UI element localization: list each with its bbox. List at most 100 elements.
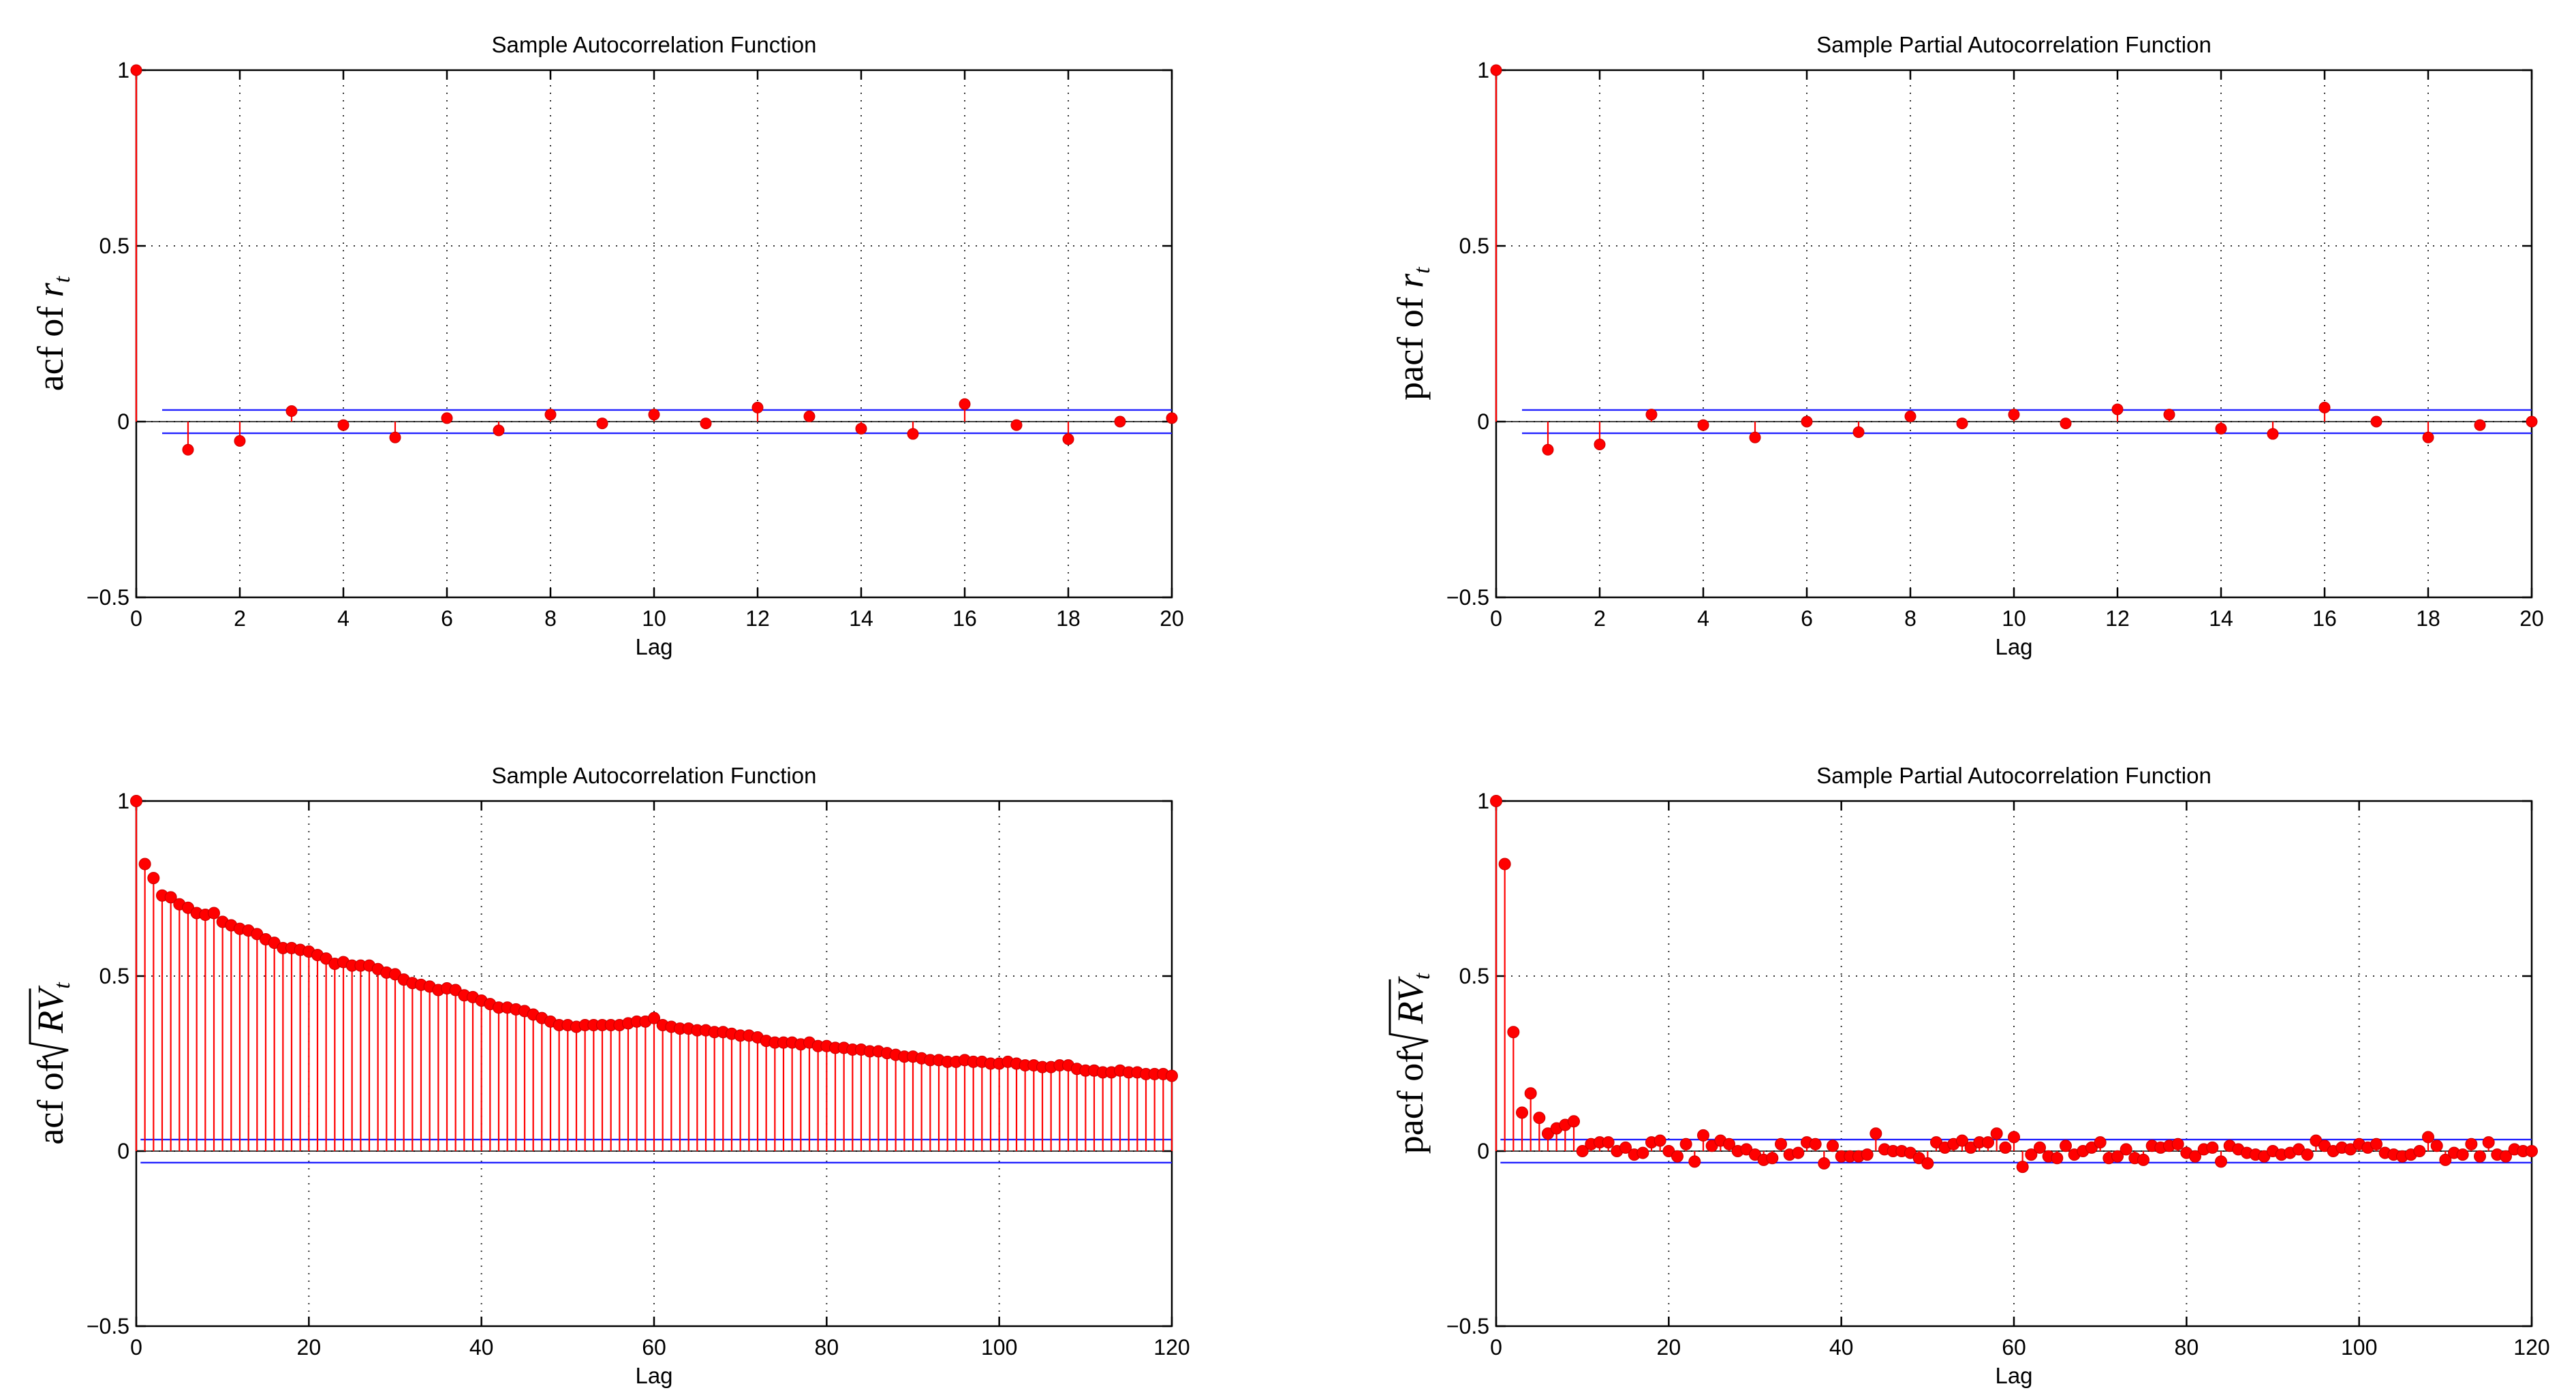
stem-marker xyxy=(1594,439,1606,451)
x-axis-label: Lag xyxy=(1995,1363,2032,1388)
x-tick-label: 0 xyxy=(1490,1335,1502,1360)
x-tick-label: 100 xyxy=(2341,1335,2377,1360)
stem-marker xyxy=(596,418,608,430)
y-axis-label: acf of rt xyxy=(30,275,75,391)
stem-marker xyxy=(1904,410,1917,422)
stem-marker xyxy=(2422,1131,2434,1144)
stem-marker xyxy=(389,431,401,443)
stem-marker xyxy=(1801,415,1813,428)
stem-marker xyxy=(2456,1148,2469,1161)
stem-marker xyxy=(1956,418,1968,430)
x-tick-label: 4 xyxy=(1697,606,1709,631)
stem-marker xyxy=(2034,1141,2046,1154)
plot-area: 0 20 40 60 80 100 120−0.500.51 xyxy=(87,789,1190,1360)
stem-marker xyxy=(700,418,712,430)
y-axis-label-sub: t xyxy=(50,982,75,989)
y-axis-label-var: r xyxy=(1390,273,1431,288)
panel-title: Sample Partial Autocorrelation Function xyxy=(1816,763,2212,788)
stem-marker xyxy=(2016,1161,2029,1174)
x-tick-label: 14 xyxy=(2209,606,2233,631)
y-axis-label: acf of RVt xyxy=(30,982,75,1145)
sqrt-radical xyxy=(29,988,69,1063)
plot-area: 0 20 40 60 80 100 120−0.500.51 xyxy=(1446,789,2550,1360)
stem-marker xyxy=(1576,1145,1589,1157)
x-tick-label: 0 xyxy=(1490,606,1502,631)
stem-marker xyxy=(130,64,142,76)
stem-marker xyxy=(1619,1141,1632,1154)
stem-marker xyxy=(2094,1136,2107,1149)
stem-marker xyxy=(2474,419,2486,431)
stem-marker xyxy=(959,398,971,410)
stem-marker xyxy=(337,419,350,431)
y-tick-label: 1 xyxy=(117,58,129,82)
panel-title: Sample Autocorrelation Function xyxy=(492,32,817,57)
y-tick-label: −0.5 xyxy=(87,585,129,610)
y-axis-label-prefix: pacf of xyxy=(1390,288,1431,401)
stem-marker xyxy=(1792,1146,1805,1159)
y-tick-label: 1 xyxy=(1477,58,1489,82)
stem-marker xyxy=(1999,1141,2012,1154)
stem-marker xyxy=(1827,1140,1839,1152)
panel-title: Sample Partial Autocorrelation Function xyxy=(1816,32,2212,57)
panel-pacf-sqrt-rv: Sample Partial Autocorrelation Function … xyxy=(1388,763,2550,1388)
stem-marker xyxy=(147,872,160,885)
y-tick-label: 0.5 xyxy=(1459,234,1489,258)
y-tick-label: 0 xyxy=(1477,1139,1489,1163)
stem-marker xyxy=(2526,1145,2538,1157)
stem-marker xyxy=(1818,1157,1831,1170)
stem-marker xyxy=(1766,1152,1779,1165)
stem-marker xyxy=(1166,1069,1178,1082)
stem-marker xyxy=(1516,1106,1528,1119)
x-tick-label: 60 xyxy=(2002,1335,2026,1360)
stem-marker xyxy=(2370,415,2383,428)
stem-marker xyxy=(2526,415,2538,428)
stem-marker xyxy=(803,410,816,422)
stem-marker xyxy=(1749,431,1761,443)
y-axis-label-sub: t xyxy=(50,275,75,283)
stem-marker xyxy=(1852,426,1865,438)
y-tick-label: 0 xyxy=(117,1139,129,1163)
y-tick-label: −0.5 xyxy=(1446,585,1489,610)
plot-area: 0 2 4 6 8 10 12 14 16 18 20−0.500.51 xyxy=(87,58,1184,631)
y-tick-label: 0 xyxy=(1477,409,1489,434)
stem-marker xyxy=(1671,1150,1683,1163)
y-tick-label: 1 xyxy=(1477,789,1489,813)
stem-marker xyxy=(2267,428,2279,440)
stem-marker xyxy=(1654,1134,1666,1147)
y-axis-label-var: RV xyxy=(30,985,71,1034)
stem-marker xyxy=(648,409,660,421)
stem-marker xyxy=(1542,443,1554,456)
x-axis-label: Lag xyxy=(1995,634,2032,659)
y-tick-label: 0.5 xyxy=(1459,964,1489,988)
stem-marker xyxy=(544,409,557,421)
stem-marker xyxy=(2413,1145,2426,1157)
stem-marker xyxy=(1524,1087,1537,1100)
stem-marker xyxy=(1982,1136,1994,1149)
sqrt-radical xyxy=(1388,979,1429,1054)
stem-marker xyxy=(2318,401,2331,413)
y-tick-label: −0.5 xyxy=(87,1314,129,1338)
stem-marker xyxy=(1645,409,1658,421)
stem-marker xyxy=(2025,1148,2038,1161)
stem-marker xyxy=(1490,64,1502,76)
x-tick-label: 2 xyxy=(1594,606,1606,631)
stem-marker xyxy=(1533,1112,1546,1125)
stem-marker xyxy=(2060,418,2072,430)
y-axis-label: pacf of rt xyxy=(1390,266,1435,401)
stem-marker xyxy=(2500,1150,2512,1163)
plot-area: 0 2 4 6 8 10 12 14 16 18 20−0.500.51 xyxy=(1446,58,2544,631)
stem-marker xyxy=(2111,403,2124,415)
stem-marker xyxy=(2111,1150,2124,1163)
stem-marker xyxy=(138,858,151,870)
x-tick-label: 120 xyxy=(1153,1335,1190,1360)
panel-acf-rt: Sample Autocorrelation Function 0 2 4 6 8 10 1… xyxy=(30,32,1184,659)
x-tick-label: 6 xyxy=(1801,606,1813,631)
x-tick-label: 18 xyxy=(1056,606,1081,631)
stem-marker xyxy=(2189,1150,2201,1163)
stem-marker xyxy=(2060,1140,2072,1152)
stem-marker xyxy=(234,435,246,447)
stem-marker xyxy=(1921,1157,1934,1170)
stem-marker xyxy=(1062,433,1074,445)
y-tick-label: −0.5 xyxy=(1446,1314,1489,1338)
